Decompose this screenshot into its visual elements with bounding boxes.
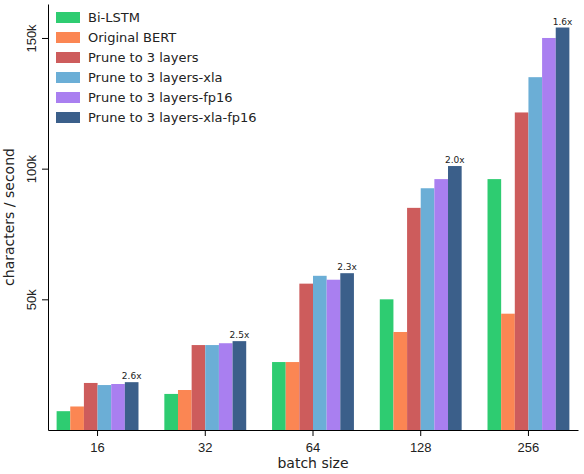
bar — [164, 394, 178, 430]
y-tick: 100k — [24, 155, 48, 184]
bar — [272, 362, 286, 430]
x-tick-label: 64 — [306, 440, 320, 455]
annotation: 2.0x — [445, 155, 465, 165]
legend-item: Original BERT — [56, 30, 176, 45]
series — [125, 28, 570, 430]
bar — [57, 411, 71, 430]
legend-swatch — [56, 92, 80, 103]
legend-item: Prune to 3 layers — [56, 50, 199, 65]
x-tick-label: 16 — [90, 440, 104, 455]
legend: Bi-LSTM Original BERT Prune to 3 layers Pru… — [56, 10, 257, 125]
bar — [219, 343, 233, 430]
annotation: 2.3x — [337, 262, 357, 272]
y-tick: 50k — [24, 289, 48, 310]
x-tick-mark — [528, 430, 529, 436]
x-tick-label: 128 — [410, 440, 432, 455]
series — [98, 77, 543, 430]
bar — [340, 273, 354, 430]
x-tick-mark — [97, 430, 98, 436]
x-tick-mark — [313, 430, 314, 436]
legend-swatch — [56, 32, 80, 43]
bar — [84, 383, 98, 430]
x-tick: 16 — [90, 430, 104, 455]
bar — [286, 362, 300, 430]
legend-item: Prune to 3 layers-xla-fp16 — [56, 110, 257, 125]
bar — [178, 390, 192, 430]
annotation: 1.6x — [553, 17, 573, 27]
bar — [205, 345, 219, 430]
bar — [313, 276, 327, 430]
bar — [542, 38, 556, 430]
y-tick-label: 50k — [24, 289, 39, 310]
legend-item: Bi-LSTM — [56, 10, 140, 25]
bar — [421, 188, 435, 430]
x-tick-label: 32 — [198, 440, 212, 455]
bar — [448, 166, 462, 430]
bar — [233, 341, 247, 430]
bar — [192, 345, 206, 430]
bar — [528, 77, 542, 430]
bar — [515, 112, 529, 430]
bar — [70, 406, 84, 430]
legend-label: Bi-LSTM — [88, 10, 140, 25]
y-tick-mark — [42, 169, 48, 170]
annotation: 2.5x — [230, 330, 250, 340]
legend-label: Original BERT — [88, 30, 176, 45]
bar — [125, 382, 139, 430]
y-tick: 150k — [24, 24, 48, 53]
x-axis-title: batch size — [277, 455, 348, 471]
bar — [393, 332, 407, 430]
x-tick: 256 — [518, 430, 540, 455]
legend-swatch — [56, 52, 80, 63]
x-axis: 16 32 64 128 256 — [49, 430, 579, 455]
legend-label: Prune to 3 layers-xla — [88, 70, 223, 85]
bar — [111, 384, 125, 430]
legend-label: Prune to 3 layers — [88, 50, 199, 65]
x-tick: 32 — [198, 430, 212, 455]
chart: 16 32 64 128 256 50k 100k 150k 2.6x 2.5x 2.3x 2.0x 1… — [0, 0, 584, 474]
x-tick-mark — [420, 430, 421, 436]
plot: 16 32 64 128 256 50k 100k 150k 2.6x 2.5x 2.3x 2.0x 1… — [24, 5, 579, 456]
bars — [57, 28, 570, 430]
y-tick-label: 100k — [24, 155, 39, 184]
y-tick-mark — [42, 299, 48, 300]
x-tick-label: 256 — [518, 440, 540, 455]
legend-item: Prune to 3 layers-xla — [56, 70, 223, 85]
annotation: 2.6x — [122, 371, 142, 381]
y-tick-label: 150k — [24, 24, 39, 53]
y-axis-title: characters / second — [1, 148, 17, 286]
x-tick: 128 — [410, 430, 432, 455]
y-tick-mark — [42, 38, 48, 39]
bar — [380, 299, 394, 430]
legend-label: Prune to 3 layers-xla-fp16 — [88, 110, 257, 125]
bar — [434, 179, 448, 430]
bar — [299, 284, 313, 430]
bar — [407, 208, 421, 430]
legend-swatch — [56, 12, 80, 23]
y-axis: 50k 100k 150k — [24, 5, 49, 431]
legend-item: Prune to 3 layers-fp16 — [56, 90, 233, 105]
x-tick-mark — [205, 430, 206, 436]
series — [84, 112, 529, 430]
legend-swatch — [56, 72, 80, 83]
x-tick: 64 — [306, 430, 320, 455]
bar — [488, 179, 502, 430]
series — [57, 179, 502, 430]
bar — [98, 385, 112, 430]
legend-swatch — [56, 112, 80, 123]
bar — [501, 314, 515, 430]
legend-label: Prune to 3 layers-fp16 — [88, 90, 233, 105]
y-axis-line — [48, 5, 49, 431]
bar — [556, 28, 570, 430]
bar — [327, 280, 341, 430]
